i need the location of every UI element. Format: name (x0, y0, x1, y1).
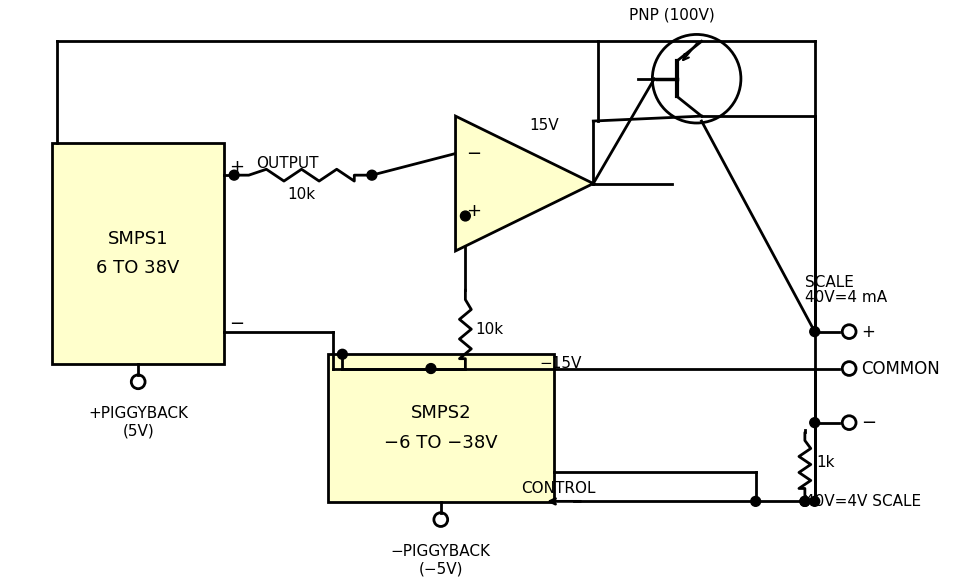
FancyBboxPatch shape (327, 354, 554, 502)
Circle shape (810, 418, 820, 427)
Polygon shape (455, 116, 593, 251)
Text: +PIGGYBACK
(5V): +PIGGYBACK (5V) (88, 406, 189, 439)
Text: +: + (466, 202, 481, 220)
Text: COMMON: COMMON (861, 360, 940, 378)
Text: −15V: −15V (539, 356, 581, 371)
Text: OUTPUT: OUTPUT (256, 156, 319, 171)
FancyBboxPatch shape (52, 143, 225, 364)
Circle shape (337, 349, 347, 359)
Circle shape (800, 497, 810, 506)
Text: SMPS1: SMPS1 (107, 230, 168, 248)
Circle shape (750, 497, 760, 506)
Text: −PIGGYBACK
(−5V): −PIGGYBACK (−5V) (391, 544, 490, 577)
Circle shape (230, 170, 239, 180)
Circle shape (800, 497, 810, 506)
Text: 10k: 10k (475, 322, 503, 336)
Text: −: − (230, 315, 244, 333)
Text: 6 TO 38V: 6 TO 38V (97, 259, 180, 277)
Circle shape (810, 497, 820, 506)
Text: SCALE: SCALE (805, 275, 854, 290)
Text: 1k: 1k (817, 455, 835, 469)
Text: 40V=4 mA: 40V=4 mA (805, 290, 887, 305)
Text: −: − (861, 414, 876, 431)
Text: +: + (230, 159, 244, 176)
Text: −: − (466, 145, 481, 163)
Text: +: + (861, 322, 874, 340)
Text: −6 TO −38V: −6 TO −38V (384, 434, 497, 452)
Text: 15V: 15V (530, 118, 559, 134)
Circle shape (460, 211, 470, 221)
Circle shape (367, 170, 377, 180)
Text: 40V=4V SCALE: 40V=4V SCALE (805, 494, 921, 510)
Text: PNP (100V): PNP (100V) (629, 7, 715, 22)
Text: 10k: 10k (287, 187, 316, 202)
Circle shape (426, 364, 436, 374)
Circle shape (810, 326, 820, 336)
Text: SMPS2: SMPS2 (410, 404, 471, 422)
Text: CONTROL: CONTROL (522, 481, 596, 496)
